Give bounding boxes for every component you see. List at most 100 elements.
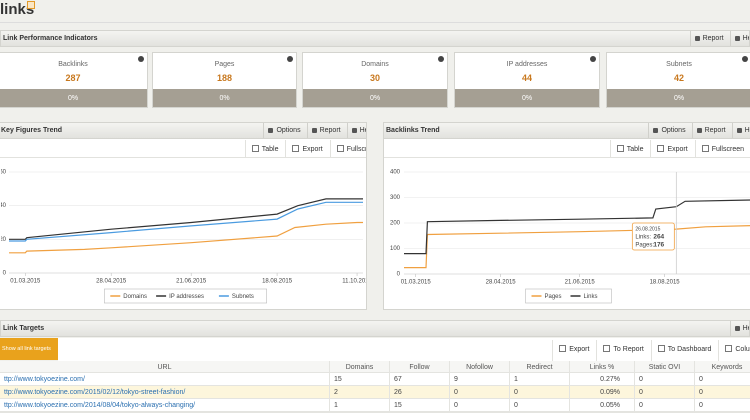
table-cell: 15 xyxy=(390,399,450,412)
kpi-percent: 0% xyxy=(303,89,447,107)
kpi-value: 188 xyxy=(216,73,233,83)
kpi-percent: 0% xyxy=(153,89,296,107)
column-header: Domains xyxy=(330,361,390,373)
kpi-label: Backlinks xyxy=(58,61,88,68)
kpi-value: 287 xyxy=(65,73,81,83)
column-header: Keywords xyxy=(695,361,750,373)
tooltip-label: Links: xyxy=(635,235,651,241)
tool-button[interactable]: To Report xyxy=(596,340,650,361)
column-header: Redirect xyxy=(510,361,570,373)
table-cell: 0.27% xyxy=(570,373,635,386)
table-cell: 0.05% xyxy=(570,399,635,412)
kpi-card: IP addresses 44 0% xyxy=(454,52,600,108)
help-icon[interactable] xyxy=(138,56,144,62)
title-icon xyxy=(27,1,35,9)
x-tick-label: 18.08.2015 xyxy=(262,279,293,285)
table-cell: 0 xyxy=(695,399,750,412)
show-all-button[interactable]: Show all link targets xyxy=(0,338,58,360)
chart: 0 100 200 300 400 01.03.2015 28.04.2015 21.06.2… xyxy=(390,170,750,304)
page-title: links xyxy=(0,1,35,18)
chart: 0 20 40 60 01.03.2015 28.04.2015 21.06.2015 18.… xyxy=(1,170,367,304)
divider xyxy=(0,22,750,23)
kpi-card: Subnets 42 0% xyxy=(606,52,750,108)
column-header: Static OVI xyxy=(635,361,695,373)
panel: Key Figures Trend OptionsReportHelp TableE… xyxy=(0,122,367,310)
table-cell: 0 xyxy=(695,373,750,386)
kpi-value: 42 xyxy=(673,73,684,83)
section-bar: Link Performance Indicators ReportHelp xyxy=(0,30,750,47)
bar-button[interactable]: Report xyxy=(689,31,730,46)
y-tick-label: 400 xyxy=(390,170,401,176)
series-line xyxy=(9,201,363,242)
kpi-label: IP addresses xyxy=(506,61,548,68)
table-cell: 0 xyxy=(450,399,510,412)
table-cell: 26 xyxy=(390,386,450,399)
column-header: Nofollow xyxy=(450,361,510,373)
column-header: Follow xyxy=(390,361,450,373)
legend-label: Subnets xyxy=(232,294,254,300)
bar-button[interactable]: Help xyxy=(729,31,749,46)
tool-button[interactable]: To Dashboard xyxy=(650,340,719,361)
column-header: Links % xyxy=(570,361,635,373)
bar-button[interactable]: Help xyxy=(346,123,366,138)
bar-button[interactable]: Options xyxy=(648,123,691,138)
y-tick-label: 300 xyxy=(390,195,401,201)
series-line xyxy=(9,198,363,240)
tool-button[interactable]: Table xyxy=(244,140,286,157)
legend-label: Domains xyxy=(123,294,147,300)
x-tick-label: 28.04.2015 xyxy=(486,280,517,286)
help-icon[interactable] xyxy=(590,56,596,62)
kpi-percent: 0% xyxy=(607,89,750,107)
tooltip-box xyxy=(631,222,675,251)
table-cell: 0 xyxy=(635,386,695,399)
bar-button[interactable]: Options xyxy=(263,123,306,138)
legend-label: Links xyxy=(584,294,598,300)
tool-button[interactable]: Table xyxy=(609,140,651,157)
tooltip-value: 264 xyxy=(653,234,664,241)
section-title: Key Figures Trend xyxy=(1,127,63,134)
bar-button[interactable]: Report xyxy=(306,123,347,138)
bar-buttons: ReportHelp xyxy=(689,31,749,46)
tool-button[interactable]: Fullscreen xyxy=(329,140,366,157)
bar-button[interactable]: Help xyxy=(729,321,749,336)
help-icon[interactable] xyxy=(438,56,444,62)
bar-buttons: OptionsReportHelp xyxy=(648,123,750,138)
y-tick-label: 0 xyxy=(397,272,401,278)
bar-buttons: OptionsReportHelp xyxy=(263,123,366,138)
section-bar: Backlinks Trend OptionsReportHelp xyxy=(384,123,750,139)
y-tick-label: 60 xyxy=(1,170,7,176)
x-tick-label: 01.03.2015 xyxy=(401,280,432,286)
table-row-partial xyxy=(0,412,750,420)
x-tick-label: 11.10.2015 xyxy=(342,279,367,285)
x-tick-label: 21.06.2015 xyxy=(176,279,207,285)
x-tick-label: 21.06.2015 xyxy=(565,280,596,286)
url-cell: ttp://www.tokyoezine.com/2014/08/04/toky… xyxy=(0,399,330,412)
tool-button[interactable]: Columns xyxy=(718,340,750,361)
y-tick-label: 200 xyxy=(390,221,401,227)
series-line xyxy=(404,225,750,269)
bar-button[interactable]: Report xyxy=(691,123,732,138)
table-cell: 67 xyxy=(390,373,450,386)
legend-box xyxy=(104,288,267,304)
kpi-percent: 0% xyxy=(455,89,599,107)
table-cell: 0 xyxy=(510,399,570,412)
tool-button[interactable]: Export xyxy=(285,140,329,157)
kpi-value: 30 xyxy=(369,73,380,83)
tool-button[interactable]: Export xyxy=(650,140,694,157)
help-icon[interactable] xyxy=(742,56,748,62)
tool-button[interactable]: Export xyxy=(552,340,596,361)
bar-button[interactable]: Help xyxy=(731,123,750,138)
table-cell: 0 xyxy=(510,386,570,399)
help-icon[interactable] xyxy=(287,56,293,62)
table-cell: 15 xyxy=(330,373,390,386)
panel: Backlinks Trend OptionsReportHelp TableExp… xyxy=(383,122,750,310)
kpi-card: Pages 188 0% xyxy=(152,52,297,108)
tool-button[interactable]: Fullscreen xyxy=(694,140,750,157)
section-title: Link Targets xyxy=(3,325,45,332)
y-tick-label: 20 xyxy=(1,237,7,243)
section-title: Backlinks Trend xyxy=(386,127,440,134)
series-line xyxy=(404,199,750,255)
